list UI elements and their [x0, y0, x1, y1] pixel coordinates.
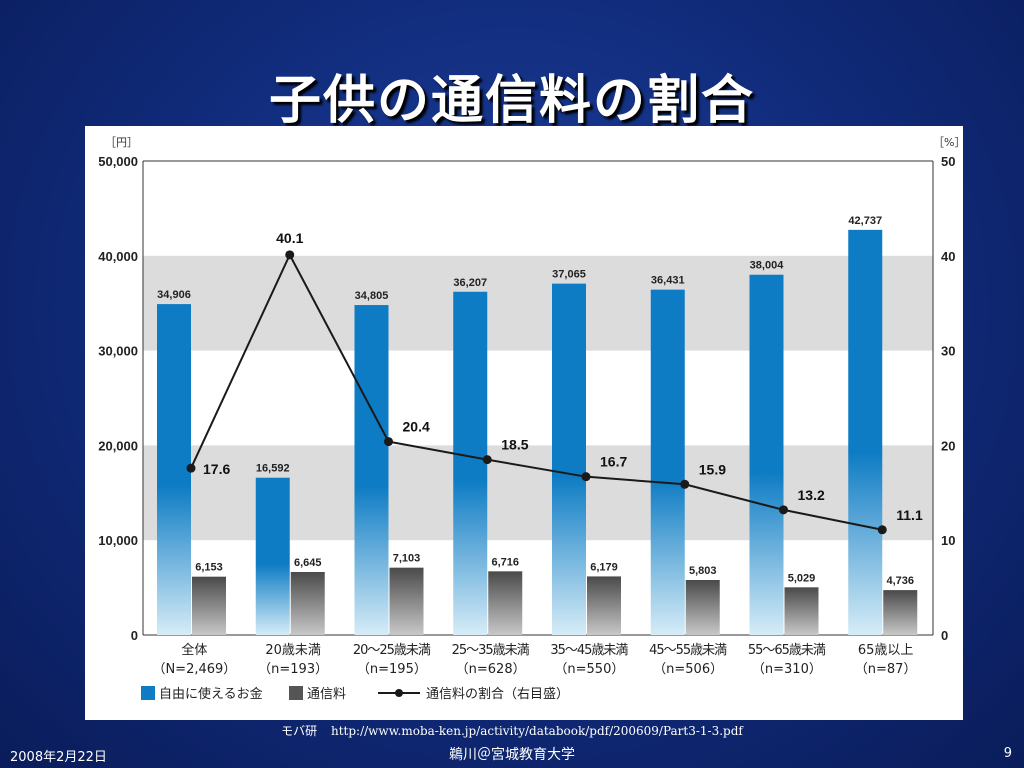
- line-point-label: 40.1: [276, 230, 303, 246]
- x-category-n: （N=2,469）: [152, 662, 236, 677]
- legend-label-ratio: 通信料の割合（右目盛）: [426, 686, 569, 702]
- bar-communication: [685, 579, 720, 635]
- bar-communication-label: 6,179: [590, 561, 618, 573]
- legend-swatch-allowance: [141, 686, 155, 700]
- legend-marker-ratio: [395, 689, 403, 697]
- footer-author: 鵜川＠宮城教育大学: [449, 747, 575, 763]
- line-point: [482, 455, 492, 465]
- bar-allowance-label: 37,065: [552, 269, 586, 281]
- x-category-label: 20～25歳未満: [353, 643, 431, 658]
- bar-allowance: [552, 283, 586, 635]
- y-tick-label: 20,000: [98, 438, 138, 453]
- x-category-n: （n=550）: [554, 662, 624, 677]
- bar-allowance: [255, 477, 290, 635]
- bar-allowance: [157, 304, 191, 635]
- line-point-label: 11.1: [896, 507, 923, 523]
- line-point-label: 16.7: [600, 454, 627, 470]
- left-unit-label: ［円］: [105, 136, 138, 149]
- legend-label-communication: 通信料: [307, 687, 346, 702]
- x-category-n: （n=193）: [258, 662, 328, 677]
- line-point: [581, 472, 591, 482]
- legend-label-allowance: 自由に使えるお金: [159, 686, 263, 702]
- x-category-label: 20歳未満: [265, 643, 321, 658]
- bar-allowance: [453, 291, 488, 635]
- x-category-n: （n=628）: [456, 662, 526, 677]
- x-category-n: （n=506）: [653, 662, 723, 677]
- bar-communication-label: 5,029: [788, 572, 816, 584]
- grid-band-0: [143, 255, 933, 351]
- slide-title: 子供の通信料の割合: [268, 71, 755, 131]
- chart-panel: ［円］ ［%］ 50,000 40,000 30,000 20,000 10,000 0 50 4…: [85, 126, 963, 720]
- line-point-label: 17.6: [203, 461, 230, 477]
- right-unit-label: ［%］: [933, 136, 963, 149]
- bar-communication: [784, 587, 819, 635]
- line-point: [384, 437, 393, 447]
- x-category-label: 55～65歳未満: [748, 643, 826, 658]
- y-tick-label: 30,000: [98, 344, 138, 359]
- line-ratio: [190, 252, 883, 531]
- bar-allowance-label: 34,906: [157, 289, 191, 301]
- y2-tick-label: 20: [941, 438, 955, 453]
- legend-swatch-communication: [289, 686, 303, 700]
- line-point-label: 13.2: [798, 487, 825, 503]
- line-point: [877, 525, 887, 535]
- page-number: 9: [1003, 746, 1012, 761]
- y2-tick-label: 10: [941, 533, 955, 548]
- line-point: [186, 463, 196, 473]
- x-category-label: 45～55歳未満: [649, 643, 727, 658]
- x-category-n: （n=310）: [752, 662, 822, 677]
- y-tick-label: 40,000: [98, 249, 138, 264]
- bar-communication: [389, 567, 424, 635]
- bar-allowance-label: 38,004: [750, 260, 785, 272]
- line-point-label: 18.5: [501, 437, 528, 453]
- line-point: [285, 250, 295, 260]
- y2-tick-label: 50: [941, 154, 955, 169]
- x-category-label: 35～45歳未満: [550, 643, 628, 658]
- bar-communication: [488, 571, 523, 635]
- bar-allowance-label: 42,737: [848, 215, 882, 227]
- y-tick-label: 50,000: [98, 154, 138, 169]
- source-caption: モバ研 http://www.moba-ken.jp/activity/data…: [0, 722, 1024, 739]
- bar-allowance-label: 16,592: [256, 463, 290, 475]
- x-category-n: （n=87）: [855, 662, 917, 677]
- bar-communication: [883, 590, 918, 635]
- source-url: http://www.moba-ken.jp/activity/databook…: [330, 724, 743, 738]
- bar-communication: [587, 576, 621, 635]
- bar-allowance: [354, 305, 389, 635]
- x-category-label: 25～35歳未満: [452, 643, 530, 658]
- y2-tick-label: 30: [941, 344, 955, 359]
- bar-communication-label: 4,736: [886, 575, 914, 587]
- x-category-label: 65歳以上: [858, 643, 914, 658]
- line-point-label: 15.9: [699, 461, 726, 477]
- bar-allowance: [650, 289, 685, 635]
- bar-allowance-label: 36,431: [651, 275, 685, 287]
- y-tick-label: 0: [131, 628, 138, 643]
- y2-tick-label: 40: [941, 249, 955, 264]
- y-tick-label: 10,000: [98, 533, 138, 548]
- line-point-label: 20.4: [403, 419, 430, 435]
- x-category-n: （n=195）: [357, 662, 427, 677]
- line-point: [680, 479, 690, 489]
- bar-communication-label: 6,645: [294, 557, 322, 569]
- bar-communication-label: 6,716: [491, 556, 519, 568]
- line-point: [779, 505, 788, 515]
- y2-tick-label: 0: [941, 628, 948, 643]
- source-label: モバ研: [281, 724, 318, 738]
- footer-date: 2008年2月22日: [10, 750, 107, 765]
- bar-allowance-label: 34,805: [355, 290, 389, 302]
- bar-allowance-label: 36,207: [453, 277, 487, 289]
- bar-communication-label: 7,103: [393, 553, 421, 565]
- bar-communication: [192, 576, 226, 635]
- bar-communication: [290, 572, 325, 635]
- bar-allowance: [749, 274, 784, 635]
- bar-communication-label: 6,153: [195, 562, 223, 574]
- bar-allowance: [848, 229, 883, 635]
- x-category-label: 全体: [181, 642, 207, 658]
- chart: ［円］ ［%］ 50,000 40,000 30,000 20,000 10,000 0 50 4…: [98, 136, 963, 702]
- bar-communication-label: 5,803: [689, 565, 717, 577]
